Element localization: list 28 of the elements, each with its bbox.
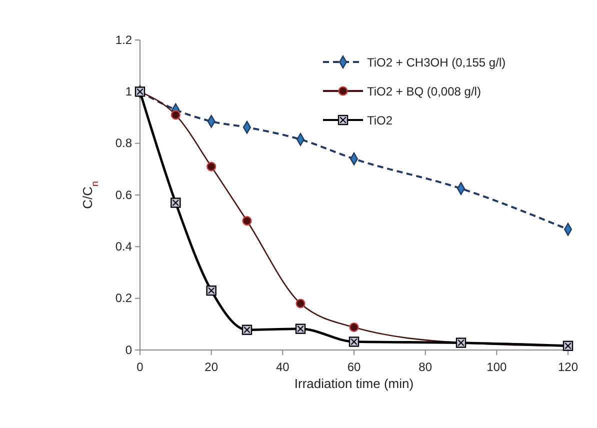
point <box>206 285 216 296</box>
y-tick-label: 0 <box>125 342 132 357</box>
point <box>206 162 216 172</box>
y-tick-label: 0.4 <box>115 240 132 254</box>
y-tick-label: 1.2 <box>115 32 132 47</box>
x-tick-label: 0 <box>136 360 144 374</box>
y-tick-label: 0.6 <box>115 188 132 202</box>
x-tick-label: 40 <box>276 360 290 374</box>
legend-label: TiO2 + BQ (0,008 g/l) <box>367 84 481 98</box>
legend-label: TiO2 <box>367 114 393 128</box>
point <box>170 198 181 208</box>
y-tick-label: 0.2 <box>115 291 132 306</box>
point <box>296 298 306 308</box>
point <box>170 110 180 120</box>
x-tick-label: 60 <box>347 360 361 374</box>
x-tick-label: 100 <box>486 360 507 374</box>
y-tick-label: 0.8 <box>115 136 132 150</box>
point <box>242 216 252 226</box>
point <box>348 336 360 347</box>
legend-label: TiO2 + CH3OH (0,155 g/l) <box>367 56 506 70</box>
point <box>349 322 359 332</box>
point <box>295 324 306 334</box>
y-tick-label: 1 <box>125 84 132 99</box>
x-axis-title: Irradiation time (min) <box>294 376 414 391</box>
point <box>242 324 252 335</box>
x-tick-label: 20 <box>204 360 218 374</box>
x-tick-label: 80 <box>418 360 432 374</box>
x-tick-label: 120 <box>558 360 578 374</box>
